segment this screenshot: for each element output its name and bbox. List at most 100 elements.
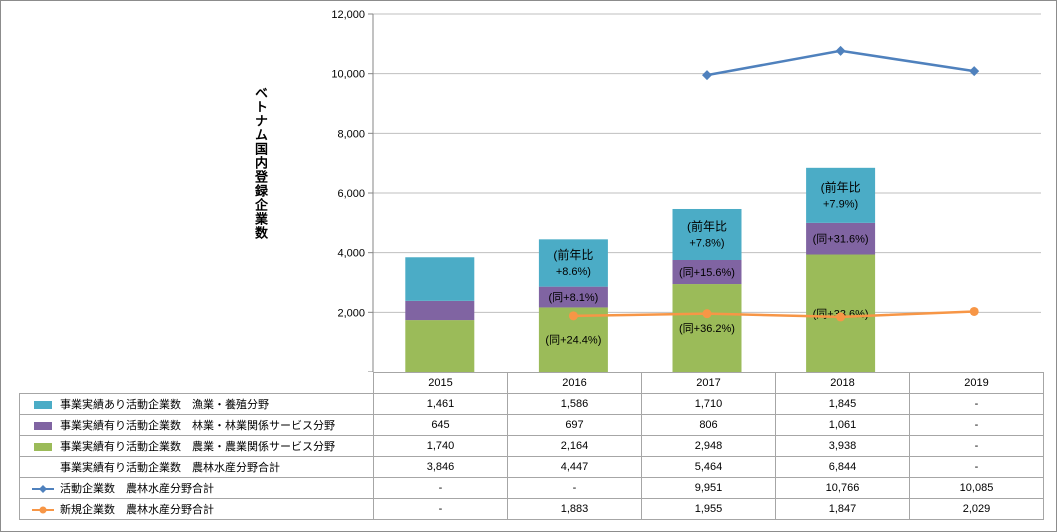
- legend-entry: 事業実績あり活動企業数 漁業・養殖分野: [19, 393, 374, 415]
- bar-2017-series-0: [672, 208, 742, 261]
- table-cell-value: 3,846: [373, 456, 508, 478]
- line-point-circle: [836, 312, 846, 322]
- table-cell-value: 3,938: [775, 435, 910, 457]
- table-cell-value: 806: [641, 414, 776, 436]
- table-cell-value: 1,845: [775, 393, 910, 415]
- table-row: 新規企業数 農林水産分野合計 -1,883 1,955 1,847 2,029: [19, 498, 1044, 520]
- legend-key: [34, 422, 52, 431]
- table-cell-value: 1,847: [775, 498, 910, 520]
- table-row: 事業実績有り活動企業数 林業・林業関係サービス分野 645 697 806 1,061-: [19, 414, 1044, 436]
- y-tick-label: 10,000: [331, 69, 365, 81]
- line-series-5: [573, 310, 975, 319]
- annotation-label: (同+8.1%): [548, 292, 598, 304]
- table-cell-value: 4,447: [507, 456, 642, 478]
- y-tick-label: 8,000: [337, 128, 365, 140]
- legend-label: 新規企業数 農林水産分野合計: [60, 504, 214, 516]
- legend-entry: 事業実績有り活動企業数 農林水産分野合計: [19, 456, 374, 478]
- table-cell-value: 2,948: [641, 435, 776, 457]
- table-cell-value: -: [909, 435, 1044, 457]
- legend-label: 事業実績有り活動企業数 農林水産分野合計: [60, 462, 280, 474]
- table-cell-value: -: [373, 498, 508, 520]
- legend-label: 活動企業数 農林水産分野合計: [60, 483, 214, 495]
- table-row: 事業実績あり活動企業数 漁業・養殖分野 1,461 1,586 1,710 1,845-: [19, 393, 1044, 415]
- line-point-diamond: [702, 70, 712, 81]
- table-row: 事業実績有り活動企業数 農業・農業関係サービス分野 1,740 2,164 2,948…: [19, 435, 1044, 457]
- annotation-label: +7.8%): [689, 237, 724, 249]
- table-cell-value: 6,844: [775, 456, 910, 478]
- legend-key: [32, 485, 54, 494]
- category-label: 2018: [775, 372, 910, 394]
- table-row: 事業実績有り活動企業数 農林水産分野合計 3,846 4,447 5,464 6,844…: [19, 456, 1044, 478]
- table-cell-value: 1,955: [641, 498, 776, 520]
- table-cell-value: 2,164: [507, 435, 642, 457]
- table-cell-value: -: [909, 393, 1044, 415]
- category-label: 2019: [909, 372, 1044, 394]
- line-point-circle: [969, 306, 979, 316]
- table-row: 活動企業数 農林水産分野合計 - -9,951 10,766 10,085: [19, 477, 1044, 499]
- category-label: 2016: [507, 372, 642, 394]
- bar-2018-series-0: [806, 167, 876, 223]
- line-point-diamond: [835, 45, 846, 56]
- legend-key: [34, 443, 52, 452]
- table-cell-value: 645: [373, 414, 508, 436]
- y-tick-label: 12,000: [331, 9, 365, 21]
- annotation-label: (前年比: [553, 247, 593, 262]
- table-cell-value: -: [507, 477, 642, 499]
- table-cell-value: -: [909, 456, 1044, 478]
- table-corner: [19, 372, 374, 394]
- category-label: 2017: [641, 372, 776, 394]
- table-cell-value: -: [909, 414, 1044, 436]
- line-point-circle: [568, 311, 578, 321]
- legend-key: [32, 462, 54, 474]
- annotation-label: +8.6%): [556, 266, 591, 278]
- legend-entry: 事業実績有り活動企業数 林業・林業関係サービス分野: [19, 414, 374, 436]
- legend-entry: 事業実績有り活動企業数 農業・農業関係サービス分野: [19, 435, 374, 457]
- bar-2018-series-1: [806, 222, 876, 255]
- bar-2016-series-1: [538, 286, 608, 308]
- annotation-label: (前年比: [687, 218, 727, 233]
- legend-label: 事業実績有り活動企業数 農業・農業関係サービス分野: [60, 441, 335, 453]
- annotation-label: (同+24.4%): [545, 335, 601, 347]
- table-cell-value: 1,740: [373, 435, 508, 457]
- table-cell-value: 697: [507, 414, 642, 436]
- y-tick-label: -: [361, 367, 365, 372]
- legend-label: 事業実績あり活動企業数 漁業・養殖分野: [60, 399, 269, 411]
- line-point-circle: [702, 309, 712, 319]
- table-cell-value: 9,951: [641, 477, 776, 499]
- bar-2017-series-2: [672, 284, 742, 372]
- bar-2015-series-2: [405, 320, 475, 372]
- annotation-label: (前年比: [821, 179, 861, 194]
- bar-2015-series-0: [405, 257, 475, 301]
- legend-entry: 活動企業数 農林水産分野合計: [19, 477, 374, 499]
- table-cell-value: 1,061: [775, 414, 910, 436]
- y-tick-label: 2,000: [337, 307, 365, 319]
- annotation-label: (同+31.6%): [813, 234, 869, 246]
- annotation-label: +7.9%): [823, 198, 858, 210]
- chart-plot: - 2,000 4,000 6,000 8,000 10,000 12,000 (前年比 +8.…: [331, 9, 1041, 372]
- data-table: 2015 2016 2017 2018 2019 事業実績あり活動企業数 漁業・養殖分野 1…: [19, 372, 1044, 520]
- table-cell-value: 1,461: [373, 393, 508, 415]
- table-header-row: 2015 2016 2017 2018 2019: [19, 372, 1044, 394]
- y-tick-label: 4,000: [337, 248, 365, 260]
- bar-2015-series-1: [405, 300, 475, 321]
- table-cell-value: 1,586: [507, 393, 642, 415]
- legend-key: [32, 506, 54, 514]
- table-cell-value: -: [373, 477, 508, 499]
- table-cell-value: 2,029: [909, 498, 1044, 520]
- legend-entry: 新規企業数 農林水産分野合計: [19, 498, 374, 520]
- table-cell-value: 10,766: [775, 477, 910, 499]
- legend-key: [34, 401, 52, 410]
- y-axis-label: ベトナム国内登録企業数: [253, 86, 268, 240]
- y-tick-label: 6,000: [337, 188, 365, 200]
- category-label: 2015: [373, 372, 508, 394]
- annotation-label: (同+36.2%): [679, 323, 735, 335]
- table-cell-value: 10,085: [909, 477, 1044, 499]
- annotation-label: (同+15.6%): [679, 267, 735, 279]
- table-cell-value: 5,464: [641, 456, 776, 478]
- table-cell-value: 1,883: [507, 498, 642, 520]
- table-cell-value: 1,710: [641, 393, 776, 415]
- line-point-diamond: [969, 66, 980, 77]
- legend-label: 事業実績有り活動企業数 林業・林業関係サービス分野: [60, 420, 335, 432]
- bar-2017-series-1: [672, 260, 742, 285]
- bar-2016-series-0: [538, 239, 608, 287]
